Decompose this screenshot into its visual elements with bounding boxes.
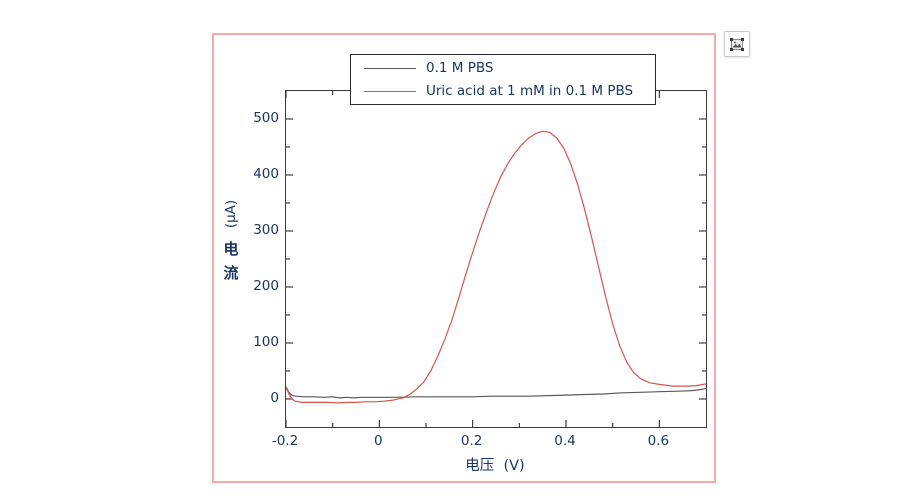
y-axis-label-char-1: 电 — [223, 240, 239, 258]
legend: 0.1 M PBS Uric acid at 1 mM in 0.1 M PBS — [350, 54, 656, 105]
plot-area — [285, 90, 707, 428]
y-tick-label: 200 — [253, 278, 279, 294]
y-axis-label-char-2: 流 — [223, 264, 239, 282]
y-tick-label: 300 — [253, 222, 279, 238]
legend-label-uric-acid: Uric acid at 1 mM in 0.1 M PBS — [426, 83, 634, 99]
x-tick-label: -0.2 — [271, 433, 299, 449]
image-handle-button[interactable] — [724, 31, 750, 57]
legend-entry-pbs: 0.1 M PBS — [351, 58, 655, 78]
y-tick-label: 0 — [270, 390, 279, 406]
legend-label-pbs: 0.1 M PBS — [426, 60, 494, 76]
legend-line-sample-pbs — [364, 67, 416, 69]
x-tick-label: 0.6 — [647, 433, 670, 449]
x-tick-label: 0.2 — [460, 433, 483, 449]
plot-canvas — [286, 91, 706, 427]
x-axis-label: 电压 (V) — [465, 458, 525, 474]
y-tick-label: 100 — [253, 334, 279, 350]
y-tick-label: 400 — [253, 166, 279, 182]
y-axis-label: (µA) 电 流 — [217, 193, 245, 281]
legend-line-sample-uric-acid — [364, 90, 416, 92]
x-tick-label: 0 — [374, 433, 383, 449]
y-tick-label: 500 — [253, 110, 279, 126]
selected-image-icon — [730, 37, 744, 51]
x-tick-label: 0.4 — [554, 433, 576, 449]
chart-figure[interactable]: (µA) 电 流 0 100 200 300 400 500 0.1 M PBS Uric… — [212, 33, 716, 483]
legend-entry-uric-acid: Uric acid at 1 mM in 0.1 M PBS — [351, 81, 655, 101]
